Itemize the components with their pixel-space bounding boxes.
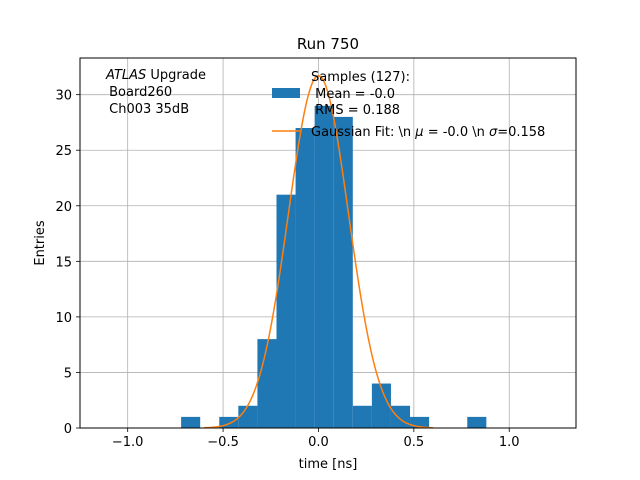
legend-histogram-rms: RMS = 0.188 [311,103,400,118]
y-axis-label: Entries [33,220,48,266]
y-tick-label-2: 10 [55,311,72,326]
histogram-bar-8 [352,405,372,428]
histogram-bar-0 [181,416,201,428]
x-tick-label-0: −1.0 [112,435,144,450]
x-tick-label-2: 0.0 [308,435,329,450]
legend-fit-label: Gaussian Fit: \n μ = -0.0 \n σ=0.158 [311,125,545,140]
board-label: Board260 [105,85,172,100]
histogram-bar-4 [276,194,296,428]
histogram-bar-2 [238,405,258,428]
atlas-label: ATLAS [105,68,146,83]
x-tick-label-4: 1.0 [499,435,520,450]
legend: Samples (127): Mean = -0.0 RMS = 0.188 G… [272,70,545,140]
histogram-bar-9 [371,383,391,428]
atlas-annotation: ATLAS Upgrade Board260 Ch003 35dB [105,68,206,117]
legend-histogram-swatch [272,88,300,98]
gaussian-fit-curve [203,75,433,429]
svg-text:ATLAS Upgrade: ATLAS Upgrade [105,68,206,83]
histogram-bar-12 [467,416,487,428]
channel-label: Ch003 35dB [105,102,189,117]
y-tick-label-4: 20 [55,200,72,215]
y-tick-label-5: 25 [55,144,72,159]
histogram-bar-5 [295,128,315,428]
x-axis-label: time [ns] [299,457,358,472]
histogram-bar-6 [314,105,334,429]
chart-title: Run 750 [297,35,359,53]
x-tick-label-1: −0.5 [207,435,239,450]
plot-frame [79,57,577,429]
x-tick-label-3: 0.5 [404,435,425,450]
histogram-bar-3 [257,339,277,428]
y-axis-ticks: 0 5 10 15 20 25 30 [55,89,80,437]
x-axis-ticks: −1.0 −0.5 0.0 0.5 1.0 [112,428,520,450]
legend-histogram-title: Samples (127): [311,70,410,85]
y-tick-label-0: 0 [64,422,72,437]
y-tick-label-1: 5 [64,366,72,381]
y-tick-label-3: 15 [55,255,72,270]
histogram-bar-1 [219,416,239,428]
histogram-bar-7 [333,116,353,428]
histogram-bar-11 [410,416,430,428]
legend-histogram-mean: Mean = -0.0 [311,87,395,102]
histogram-bars [181,105,487,429]
upgrade-label: Upgrade [146,68,206,83]
y-tick-label-6: 30 [55,89,72,104]
histogram-bar-10 [390,405,411,428]
